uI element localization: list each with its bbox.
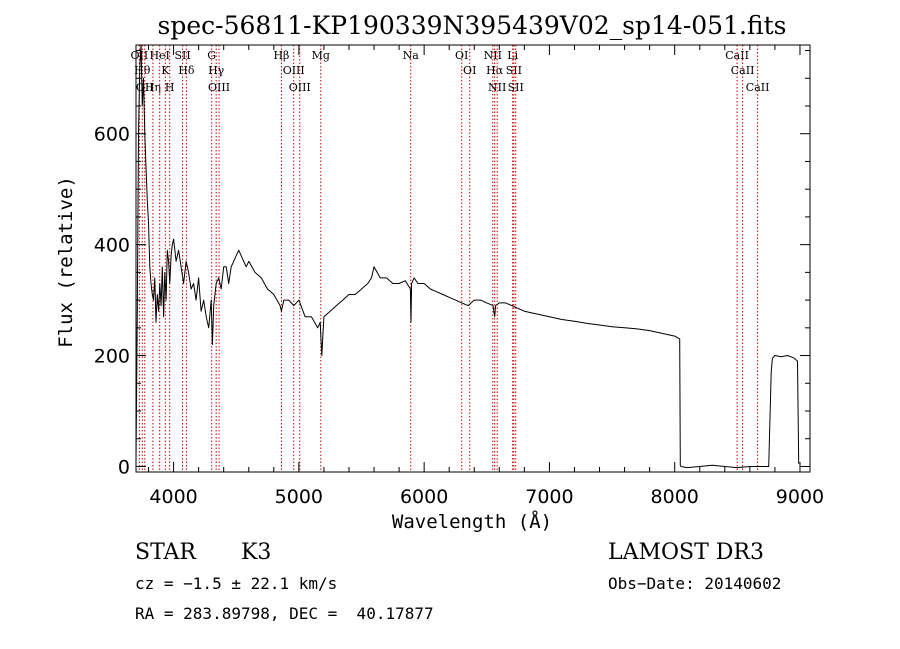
x-tick-label-2: 6000 [400,486,448,508]
line-marker-label-19: NII [484,49,502,62]
line-marker-label-24: SII [508,81,524,94]
y-tick-label-1: 200 [94,346,130,368]
redshift-velocity: cz = −1.5 ± 22.1 km/s [135,574,337,593]
line-marker-label-27: CaII [746,81,770,94]
coordinates: RA = 283.89798, DEC = 40.17877 [135,604,434,623]
x-tick-label-1: 5000 [275,486,323,508]
line-marker-label-11: OIII [208,81,230,94]
y-tick-label-3: 600 [94,124,130,146]
spectrum-series [135,44,800,469]
line-marker-label-6: H [165,81,175,94]
axes: 4000 5000 6000 7000 8000 9000 0 200 400 600 [94,45,824,508]
line-marker-label-5: K [161,64,170,77]
line-marker-label-26: CaII [731,64,755,77]
line-marker-label-2: OII [136,81,154,94]
y-axis-label: Flux (relative) [55,176,77,348]
plot-frame [135,44,811,473]
line-marker-label-9: G [207,49,216,62]
x-tick-label-4: 8000 [651,486,699,508]
x-axis-label: Wavelength (Å) [392,510,552,533]
survey-name: LAMOST DR3 [608,540,764,565]
line-marker-label-21: NII [488,81,506,94]
x-tick-label-3: 7000 [525,486,573,508]
line-marker-label-4: HeI [149,49,169,62]
line-marker-label-3: Hη [145,81,161,94]
object-subclass: K3 [241,540,271,565]
line-marker-label-23: SII [506,64,522,77]
line-marker-label-18: OI [463,64,476,77]
line-marker-label-10: Hγ [208,64,225,77]
line-marker-label-12: Hβ [273,49,289,62]
line-marker-label-8: Hδ [178,64,195,77]
line-marker-label-15: Mg [312,49,330,62]
line-marker-label-16: Na [403,49,420,62]
chart-title: spec-56811-KP190339N395439V02_sp14-051.f… [158,11,787,40]
line-marker-label-13: OIII [283,64,305,77]
y-tick-label-2: 400 [94,235,130,257]
line-marker-label-0: OII [131,49,149,62]
object-class: STAR [135,540,197,565]
line-marker-label-25: CaII [725,49,749,62]
x-tick-label-5: 9000 [776,486,824,508]
line-marker-label-20: Hα [486,64,504,77]
x-tick-label-0: 4000 [149,486,197,508]
spectrum-line [135,44,800,469]
line-marker-label-22: Li [507,49,518,62]
observation-date: Obs−Date: 20140602 [608,574,781,593]
y-tick-label-0: 0 [118,456,130,478]
line-marker-label-1: Hθ [134,64,151,77]
line-marker-label-17: OI [455,49,468,62]
line-marker-label-7: SII [174,49,190,62]
line-marker-label-14: OIII [289,81,311,94]
